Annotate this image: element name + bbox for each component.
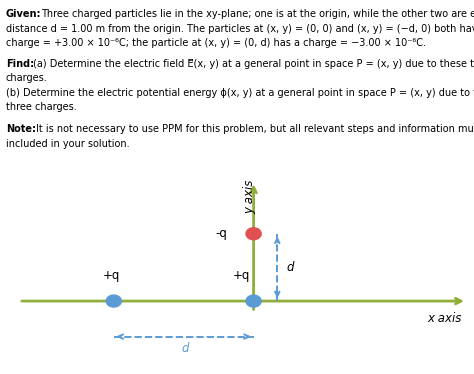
Text: +q: +q (233, 269, 250, 282)
Text: three charges.: three charges. (6, 102, 76, 112)
Text: Given:: Given: (6, 9, 41, 19)
Text: It is not necessary to use PPM for this problem, but all relevant steps and info: It is not necessary to use PPM for this … (36, 125, 474, 135)
Circle shape (246, 295, 261, 307)
Text: x axis: x axis (428, 312, 462, 325)
Text: charge = +3.00 × 10⁻⁶C; the particle at (x, y) = (0, d) has a charge = −3.00 × 1: charge = +3.00 × 10⁻⁶C; the particle at … (6, 38, 426, 48)
Text: Find:: Find: (6, 59, 34, 69)
Circle shape (246, 228, 261, 240)
Text: charges.: charges. (6, 73, 47, 83)
Text: (b) Determine the electric potential energy ϕ(x, y) at a general point in space : (b) Determine the electric potential ene… (6, 88, 474, 98)
Text: Three charged particles lie in the xy-plane; one is at the origin, while the oth: Three charged particles lie in the xy-pl… (41, 9, 474, 19)
Text: y axis: y axis (244, 180, 257, 214)
Text: (a) Determine the electric field E⃗(x, y) at a general point in space P = (x, y): (a) Determine the electric field E⃗(x, y… (33, 59, 474, 69)
Text: -q: -q (216, 227, 228, 240)
Text: included in your solution.: included in your solution. (6, 139, 129, 149)
Circle shape (106, 295, 121, 307)
Text: d: d (181, 342, 189, 355)
Text: Note:: Note: (6, 125, 36, 135)
Text: d: d (287, 261, 294, 274)
Text: distance d = 1.00 m from the origin. The particles at (x, y) = (0, 0) and (x, y): distance d = 1.00 m from the origin. The… (6, 24, 474, 34)
Text: +q: +q (103, 269, 120, 282)
